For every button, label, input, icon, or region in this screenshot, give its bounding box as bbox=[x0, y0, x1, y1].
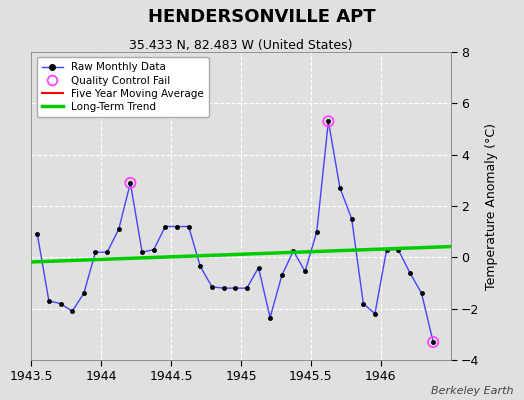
Y-axis label: Temperature Anomaly (°C): Temperature Anomaly (°C) bbox=[485, 122, 498, 290]
Point bbox=[126, 180, 135, 186]
Text: HENDERSONVILLE APT: HENDERSONVILLE APT bbox=[148, 8, 376, 26]
Legend: Raw Monthly Data, Quality Control Fail, Five Year Moving Average, Long-Term Tren: Raw Monthly Data, Quality Control Fail, … bbox=[37, 57, 209, 117]
Point bbox=[324, 118, 333, 124]
Text: Berkeley Earth: Berkeley Earth bbox=[431, 386, 514, 396]
Title: 35.433 N, 82.483 W (United States): 35.433 N, 82.483 W (United States) bbox=[129, 39, 353, 52]
Point bbox=[429, 339, 438, 345]
